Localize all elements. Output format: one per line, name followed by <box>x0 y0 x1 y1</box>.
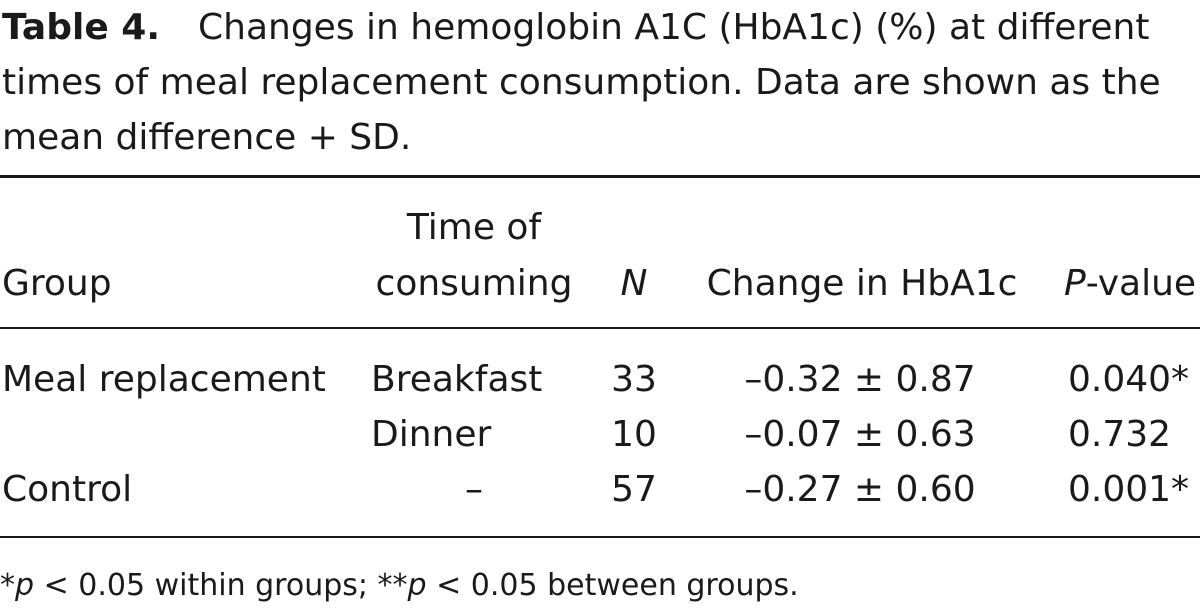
header-group: Group <box>2 263 112 304</box>
header-p-rest: -value <box>1085 263 1197 304</box>
caption-line-3: mean difference + SD. <box>2 117 412 158</box>
cell-time: Dinner <box>371 414 492 455</box>
header-p-value: P-value <box>1064 264 1196 304</box>
footnote-text-2: < 0.05 between groups. <box>426 568 799 603</box>
bottom-rule <box>0 536 1200 538</box>
header-p-italic: P <box>1064 263 1086 304</box>
cell-p: 0.732 <box>1068 414 1172 455</box>
caption-line-1: Table 4. Changes in hemoglobin A1C (HbA1c… <box>2 0 1198 55</box>
footnote-p-2: p <box>407 568 427 603</box>
caption-text-1: Changes in hemoglobin A1C (HbA1c) (%) at… <box>198 7 1150 48</box>
cell-n: 10 <box>611 414 657 455</box>
header-time-line-2: consuming <box>375 263 573 304</box>
cell-p: 0.040* <box>1068 359 1190 400</box>
cell-n: 57 <box>611 469 657 510</box>
table-label: Table 4. <box>2 7 160 48</box>
cell-change: –0.27 ± 0.60 <box>744 469 976 510</box>
table-caption: Table 4. Changes in hemoglobin A1C (HbA1c… <box>2 0 1198 165</box>
header-change: Change in HbA1c <box>706 263 1018 304</box>
header-time-line-1: Time of <box>406 207 542 248</box>
header-rule <box>0 327 1200 329</box>
footnote-p-1: p <box>15 568 35 603</box>
footnote-star-1: * <box>0 568 15 603</box>
cell-group: Meal replacement <box>2 359 326 400</box>
cell-time: – <box>465 469 483 510</box>
cell-group: Control <box>2 469 133 510</box>
footnote-star-2: ** <box>377 568 408 603</box>
cell-p: 0.001* <box>1068 469 1190 510</box>
cell-change: –0.07 ± 0.63 <box>744 414 976 455</box>
footnote-text-1: < 0.05 within groups; <box>34 568 378 603</box>
cell-change: –0.32 ± 0.87 <box>744 359 976 400</box>
caption-line-2: times of meal replacement consumption. D… <box>2 62 1161 103</box>
top-rule <box>0 175 1200 178</box>
cell-time: Breakfast <box>371 359 543 400</box>
table-footnote: *p < 0.05 within groups; **p < 0.05 betw… <box>0 566 799 606</box>
cell-n: 33 <box>611 359 657 400</box>
header-n: N <box>620 263 648 304</box>
